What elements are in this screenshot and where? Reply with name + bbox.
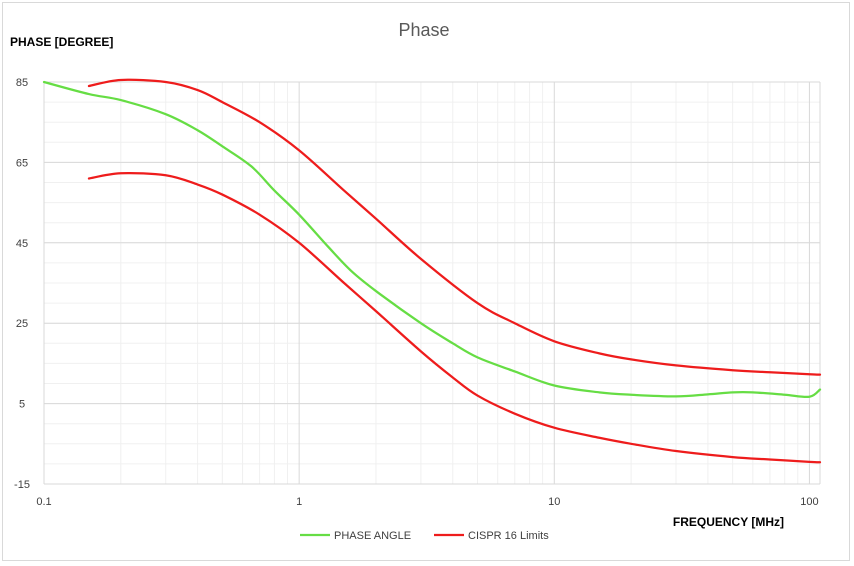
y-tick-label: 25: [16, 318, 28, 330]
legend-label-1: CISPR 16 Limits: [468, 530, 549, 542]
x-tick-label: 10: [548, 496, 560, 508]
chart-title: Phase: [398, 20, 449, 40]
major-gridlines: [43, 81, 821, 485]
x-tick-label: 100: [800, 496, 818, 508]
y-tick-label: 45: [16, 238, 28, 250]
y-tick-label: 65: [16, 157, 28, 169]
minor-gridlines: [44, 81, 820, 485]
y-axis-label: PHASE [DEGREE]: [10, 35, 113, 49]
series-layer: [42, 78, 822, 464]
series-line-2: [87, 171, 822, 464]
x-tick-labels: 0.1 1 10 100: [36, 496, 818, 508]
x-tick-label: 0.1: [36, 496, 51, 508]
legend-label-0: PHASE ANGLE: [334, 530, 411, 542]
series-line-1: [87, 78, 822, 376]
x-tick-label: 1: [296, 496, 302, 508]
y-tick-label: -15: [14, 479, 30, 491]
y-tick-label: 5: [19, 399, 25, 411]
y-tick-label: 85: [16, 77, 28, 89]
x-axis-label: FREQUENCY [MHz]: [673, 515, 784, 529]
series-line-0: [42, 80, 822, 399]
legend: PHASE ANGLE CISPR 16 Limits: [300, 530, 549, 542]
y-tick-labels: 85 65 45 25 5 -15: [14, 77, 30, 491]
